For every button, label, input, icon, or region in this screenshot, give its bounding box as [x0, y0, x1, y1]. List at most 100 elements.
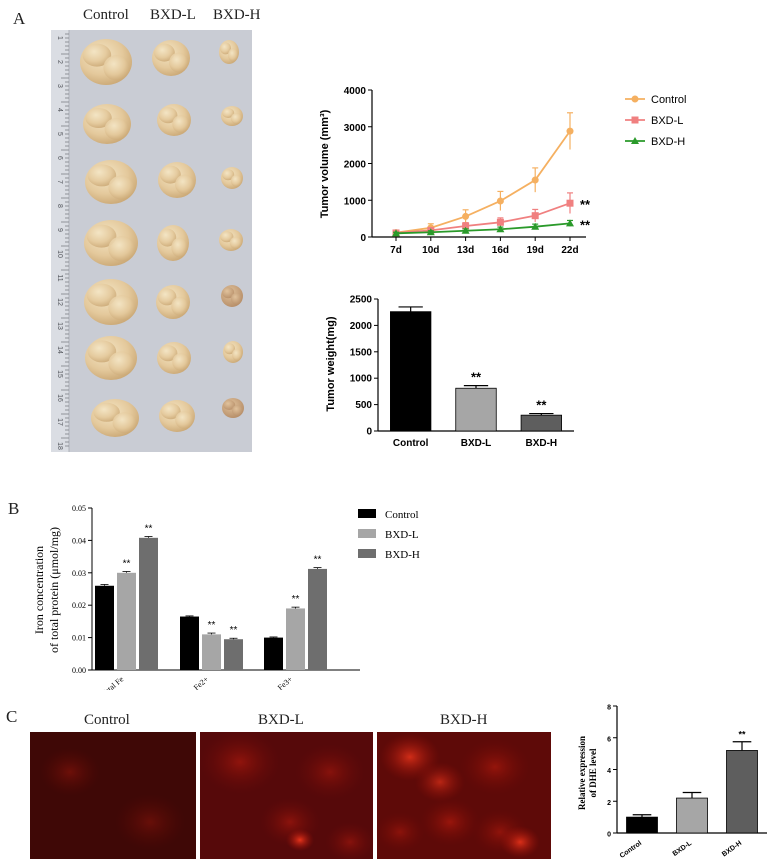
- data-point: [531, 212, 539, 220]
- tumor-sample: [222, 398, 244, 418]
- ruler-mark: 3: [56, 84, 63, 88]
- dhe-ylabel: Relative expressionof DHE level: [577, 736, 598, 810]
- tumor-sample: [84, 279, 138, 325]
- y-tick-label: 2000: [350, 321, 373, 332]
- panel-label-b: B: [8, 499, 20, 518]
- tumor-sample: [159, 400, 195, 432]
- x-tick-label: 19d: [527, 245, 544, 256]
- bar: [286, 608, 305, 670]
- data-point: [462, 212, 470, 220]
- bar: [224, 639, 243, 670]
- y-tick-label: 2500: [350, 295, 373, 306]
- tumor-volume-ylabel: Tumor volume (mm³): [319, 109, 331, 218]
- ruler-mark: 17: [56, 418, 63, 426]
- tumor-sample: [157, 104, 191, 136]
- x-tick-label: BXD-L: [672, 839, 694, 857]
- y-tick-label: 0: [366, 427, 372, 438]
- y-tick-label: 0.00: [72, 666, 86, 675]
- data-point: [426, 228, 435, 236]
- ruler-mark: 7: [56, 180, 63, 184]
- panel-label-c: C: [6, 707, 18, 726]
- bar: [308, 568, 327, 670]
- data-point: [531, 222, 540, 230]
- data-point: [531, 176, 539, 184]
- ruler-mark: 9: [56, 228, 63, 232]
- photo-header-bxd-l: BXD-L: [150, 7, 196, 23]
- y-tick-label: 3000: [344, 123, 367, 134]
- photo-header-control: Control: [83, 7, 129, 23]
- panel-label-a: A: [13, 9, 26, 28]
- x-tick-label: 16d: [492, 245, 509, 256]
- tumor-sample: [80, 39, 132, 85]
- significance-label: **: [738, 730, 746, 740]
- tumor-sample: [219, 40, 239, 64]
- x-tick-label: BXD-H: [525, 438, 557, 449]
- fluor-label-bxd-h: BXD-H: [440, 712, 488, 728]
- tumor-sample: [85, 336, 137, 380]
- data-point: [496, 225, 505, 233]
- data-point: [566, 199, 574, 207]
- bar: [455, 387, 497, 432]
- significance-label: **: [580, 197, 591, 212]
- y-tick-label: 2: [607, 800, 611, 807]
- significance-label: **: [145, 524, 153, 535]
- data-point: [566, 127, 574, 135]
- fluor-label-bxd-l: BXD-L: [258, 712, 304, 728]
- x-tick-label: BXD-L: [461, 438, 492, 449]
- bar: [117, 572, 136, 670]
- x-tick-label: Control: [619, 840, 643, 860]
- y-tick-label: 2000: [344, 160, 367, 171]
- ruler-mark: 15: [56, 370, 63, 378]
- tumor-sample: [221, 285, 243, 307]
- x-tick-label: Control: [393, 438, 429, 449]
- y-tick-label: 0.03: [72, 569, 86, 578]
- y-tick-label: 8: [607, 705, 611, 712]
- ruler-mark: 16: [56, 394, 63, 402]
- y-tick-label: 4: [607, 768, 611, 775]
- y-tick-label: 1000: [344, 196, 367, 207]
- tumor-sample: [221, 167, 243, 189]
- significance-label: **: [471, 370, 482, 385]
- x-tick-label: 13d: [457, 245, 474, 256]
- bar: [180, 616, 199, 670]
- ruler-mark: 2: [56, 60, 63, 64]
- significance-label: **: [580, 217, 591, 232]
- y-tick-label: 0.04: [72, 536, 86, 545]
- data-point: [566, 219, 574, 227]
- y-tick-label: 4000: [344, 86, 367, 97]
- tumor-sample: [152, 40, 190, 76]
- x-tick-label: BXD-H: [721, 840, 743, 858]
- data-point: [496, 218, 504, 226]
- x-tick-label: 7d: [390, 245, 402, 256]
- y-tick-label: 0.02: [72, 601, 86, 610]
- legend-label: Control: [385, 509, 419, 521]
- ruler-mark: 6: [56, 156, 63, 160]
- significance-label: **: [123, 559, 131, 570]
- series-line: [395, 130, 571, 234]
- tumor-weight-ylabel: Tumor weight(mg): [325, 316, 337, 411]
- y-tick-label: 0.01: [72, 634, 86, 643]
- bar: [139, 537, 158, 670]
- legend-label: BXD-H: [651, 136, 685, 148]
- series-line: [395, 202, 571, 234]
- tumor-sample: [221, 106, 243, 126]
- x-tick-label: 10d: [422, 245, 439, 256]
- bar: [95, 585, 114, 670]
- data-point: [461, 226, 470, 234]
- ruler-mark: 14: [56, 346, 63, 354]
- ruler-mark: 4: [56, 108, 63, 112]
- data-point: [496, 197, 504, 205]
- bar: [676, 797, 708, 834]
- significance-label: **: [314, 555, 322, 566]
- tumor-sample: [83, 104, 131, 144]
- bar: [520, 414, 562, 432]
- significance-label: **: [208, 620, 216, 631]
- bar: [726, 750, 758, 834]
- legend-label: BXD-H: [385, 549, 420, 561]
- y-tick-label: 0: [607, 832, 611, 839]
- x-tick-label: Fe3+: [276, 674, 295, 690]
- tumor-sample: [157, 342, 191, 374]
- y-tick-label: 0.05: [72, 504, 86, 513]
- y-tick-label: 6: [607, 736, 611, 743]
- x-tick-label: Total Fe: [99, 674, 125, 690]
